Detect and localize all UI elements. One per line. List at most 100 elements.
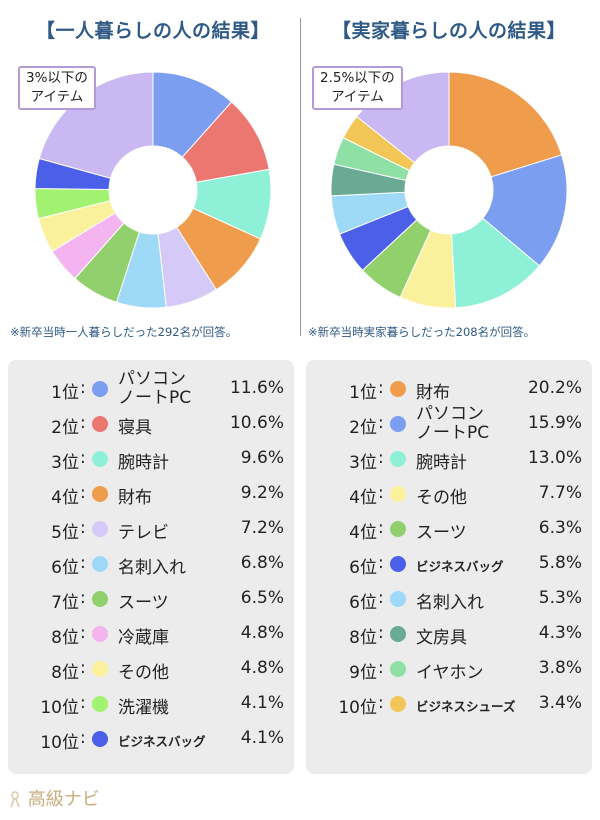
rank-label: 10位 bbox=[40, 733, 79, 753]
legend-color-dot bbox=[92, 696, 108, 712]
right-ranking-row: 10位: ビジネスシューズ 3.4% bbox=[306, 687, 592, 721]
rank-separator: : bbox=[80, 588, 86, 608]
legend-color-dot bbox=[92, 451, 108, 467]
rank-separator: : bbox=[378, 553, 384, 573]
right-slice-2 bbox=[482, 154, 568, 267]
item-percentage: 20.2% bbox=[527, 378, 582, 398]
item-percentage: 4.3% bbox=[538, 623, 582, 643]
right-ranking-row: 8位: 文房具 4.3% bbox=[306, 617, 592, 651]
rank-separator: : bbox=[378, 448, 384, 468]
legend-color-dot bbox=[390, 661, 406, 677]
legend-color-dot bbox=[390, 556, 406, 572]
legend-color-dot bbox=[390, 381, 406, 397]
left-ranking-row: 10位: 洗濯機 4.1% bbox=[8, 687, 294, 721]
right-ranking-row: 1位: 財布 20.2% bbox=[306, 372, 592, 406]
item-name: 財布 bbox=[416, 383, 450, 403]
rank-label: 6位 bbox=[349, 593, 377, 613]
right-footnote: ※新卒当時実家暮らしだった208名が回答。 bbox=[308, 325, 536, 339]
legend-color-dot bbox=[92, 661, 108, 677]
rank-label: 8位 bbox=[51, 628, 79, 648]
item-name: パソコン ノートPC bbox=[118, 370, 228, 408]
rank-separator: : bbox=[80, 693, 86, 713]
rank-separator: : bbox=[80, 483, 86, 503]
rank-label: 7位 bbox=[51, 593, 79, 613]
left-ranking-panel: 1位: パソコン ノートPC 11.6% 2位: 寝具 10.6% 3位: 腕時計 9.6% 4位:… bbox=[8, 360, 294, 774]
item-name: 寝具 bbox=[118, 418, 152, 438]
legend-color-dot bbox=[92, 591, 108, 607]
rank-separator: : bbox=[80, 378, 86, 398]
left-ranking-row: 5位: テレビ 7.2% bbox=[8, 512, 294, 546]
left-ranking-row: 4位: 財布 9.2% bbox=[8, 477, 294, 511]
right-callout-line-1: 2.5%以下の bbox=[320, 70, 395, 86]
item-percentage: 3.8% bbox=[538, 658, 582, 678]
rank-label: 8位 bbox=[51, 663, 79, 683]
item-percentage: 7.2% bbox=[240, 518, 284, 538]
brand-logo: 高級ナビ bbox=[8, 785, 100, 811]
right-chart-title: 【実家暮らしの人の結果】 bbox=[331, 20, 566, 42]
left-callout-line-2: アイテム bbox=[30, 89, 84, 105]
item-percentage: 7.7% bbox=[538, 483, 582, 503]
rank-separator: : bbox=[80, 658, 86, 678]
rank-label: 2位 bbox=[51, 418, 79, 438]
rank-separator: : bbox=[378, 413, 384, 433]
left-ranking-row: 10位: ビジネスバッグ 4.1% bbox=[8, 722, 294, 756]
item-percentage: 4.1% bbox=[240, 693, 284, 713]
item-percentage: 4.8% bbox=[240, 658, 284, 678]
legend-color-dot bbox=[92, 626, 108, 642]
item-percentage: 15.9% bbox=[527, 413, 582, 433]
legend-color-dot bbox=[390, 486, 406, 502]
legend-color-dot bbox=[390, 451, 406, 467]
item-name-line-2: ノートPC bbox=[416, 423, 490, 443]
rank-label: 10位 bbox=[338, 698, 377, 718]
left-ranking-row: 3位: 腕時計 9.6% bbox=[8, 442, 294, 476]
legend-color-dot bbox=[390, 591, 406, 607]
item-name-line-2: ノートPC bbox=[118, 388, 192, 408]
ribbon-icon bbox=[10, 791, 20, 808]
left-ranking-row: 1位: パソコン ノートPC 11.6% bbox=[8, 370, 294, 408]
item-percentage: 13.0% bbox=[527, 448, 582, 468]
item-name: 財布 bbox=[118, 488, 152, 508]
item-name: テレビ bbox=[118, 523, 169, 543]
legend-color-dot bbox=[92, 731, 108, 747]
item-name-line-1: パソコン bbox=[416, 404, 484, 424]
left-ranking-row: 2位: 寝具 10.6% bbox=[8, 407, 294, 441]
left-callout-line-1: 3%以下の bbox=[26, 70, 88, 86]
rank-separator: : bbox=[80, 413, 86, 433]
left-slice-12 bbox=[38, 71, 154, 179]
item-name: 冷蔵庫 bbox=[118, 628, 169, 648]
item-name: スーツ bbox=[416, 523, 467, 543]
item-percentage: 6.8% bbox=[240, 553, 284, 573]
item-name: 名刺入れ bbox=[118, 558, 186, 578]
rank-separator: : bbox=[378, 693, 384, 713]
legend-color-dot bbox=[390, 416, 406, 432]
rank-label: 3位 bbox=[51, 453, 79, 473]
rank-label: 3位 bbox=[349, 453, 377, 473]
item-name: スーツ bbox=[118, 593, 169, 613]
item-percentage: 10.6% bbox=[229, 413, 284, 433]
right-ranking-row: 6位: 名刺入れ 5.3% bbox=[306, 582, 592, 616]
item-name: その他 bbox=[416, 488, 467, 508]
item-percentage: 4.8% bbox=[240, 623, 284, 643]
rank-label: 1位 bbox=[51, 383, 79, 403]
rank-label: 6位 bbox=[51, 558, 79, 578]
legend-color-dot bbox=[390, 521, 406, 537]
left-ranking-row: 8位: 冷蔵庫 4.8% bbox=[8, 617, 294, 651]
legend-color-dot bbox=[92, 381, 108, 397]
right-ranking-row: 4位: その他 7.7% bbox=[306, 477, 592, 511]
left-donut-chart bbox=[34, 71, 272, 309]
rank-label: 2位 bbox=[349, 418, 377, 438]
rank-separator: : bbox=[378, 623, 384, 643]
left-ranking-row: 6位: 名刺入れ 6.8% bbox=[8, 547, 294, 581]
right-callout: 2.5%以下の アイテム bbox=[312, 66, 403, 110]
item-percentage: 9.6% bbox=[240, 448, 284, 468]
legend-color-dot bbox=[92, 416, 108, 432]
right-ranking-row: 9位: イヤホン 3.8% bbox=[306, 652, 592, 686]
rank-separator: : bbox=[378, 483, 384, 503]
item-name: 名刺入れ bbox=[416, 593, 484, 613]
legend-color-dot bbox=[390, 626, 406, 642]
column-divider bbox=[300, 18, 301, 336]
rank-label: 8位 bbox=[349, 628, 377, 648]
item-name: ビジネスバッグ bbox=[118, 734, 206, 749]
rank-separator: : bbox=[80, 553, 86, 573]
rank-separator: : bbox=[80, 623, 86, 643]
